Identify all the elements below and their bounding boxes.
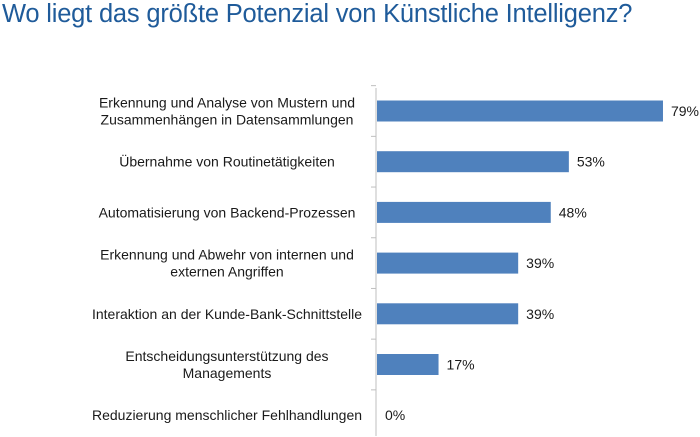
data-label: 39%: [526, 306, 554, 322]
category-label: Entscheidungsunterstützung des Management…: [125, 348, 328, 381]
category-label: Übernahme von Routinetätigkeiten: [119, 153, 335, 170]
data-label: 48%: [559, 204, 587, 220]
bar: [377, 201, 551, 223]
category-label: Erkennung und Analyse von Mustern und Zus…: [99, 95, 355, 128]
chart-title: Wo liegt das größte Potenzial von Künstl…: [2, 0, 633, 28]
bar: [377, 303, 519, 325]
data-label: 79%: [671, 103, 699, 119]
bar: [377, 354, 439, 375]
bar: [377, 100, 663, 122]
data-label: 39%: [526, 255, 554, 271]
bar: [377, 151, 569, 173]
category-label: Erkennung und Abwehr von internen und ext…: [100, 247, 354, 280]
bar: [377, 252, 519, 274]
category-label: Reduzierung menschlicher Fehlhandlungen: [92, 407, 362, 423]
category-label: Automatisierung von Backend-Prozessen: [99, 204, 356, 220]
data-label: 53%: [577, 154, 605, 170]
data-label: 0%: [385, 407, 405, 423]
data-label: 17%: [447, 357, 475, 373]
category-label: Interaktion an der Kunde-Bank-Schnittste…: [92, 306, 362, 322]
